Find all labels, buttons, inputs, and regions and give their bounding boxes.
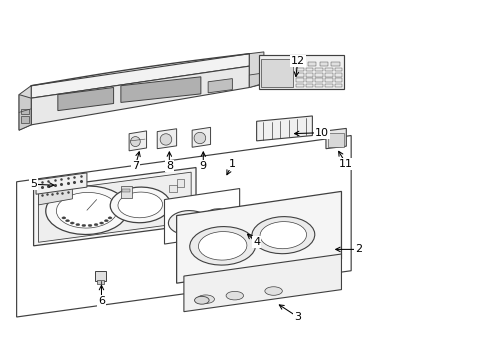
Polygon shape	[256, 116, 312, 141]
Ellipse shape	[94, 224, 98, 226]
Polygon shape	[39, 185, 72, 205]
Ellipse shape	[260, 222, 306, 249]
Bar	[315, 68, 323, 72]
Polygon shape	[164, 189, 239, 244]
Ellipse shape	[62, 217, 66, 219]
Polygon shape	[17, 135, 350, 317]
Text: 11: 11	[339, 159, 353, 169]
Polygon shape	[129, 131, 146, 151]
Bar	[334, 78, 342, 82]
Bar	[305, 68, 313, 72]
Ellipse shape	[251, 217, 314, 254]
Bar	[325, 68, 332, 72]
Bar	[121, 186, 131, 198]
Polygon shape	[176, 192, 341, 283]
Bar	[325, 78, 332, 82]
Polygon shape	[157, 129, 176, 149]
Bar	[315, 78, 323, 82]
Polygon shape	[58, 87, 113, 111]
Ellipse shape	[88, 224, 92, 226]
Ellipse shape	[56, 193, 117, 228]
Polygon shape	[31, 54, 249, 98]
Polygon shape	[19, 95, 31, 130]
Bar	[319, 62, 328, 66]
Ellipse shape	[203, 209, 232, 226]
Bar	[315, 73, 323, 77]
Text: 8: 8	[165, 161, 173, 171]
Bar	[315, 84, 323, 87]
Text: 3: 3	[294, 312, 301, 322]
Polygon shape	[39, 172, 191, 242]
Ellipse shape	[81, 224, 85, 226]
Polygon shape	[121, 77, 201, 103]
Text: 2: 2	[354, 244, 361, 255]
Bar	[295, 62, 304, 66]
Polygon shape	[36, 173, 87, 194]
Polygon shape	[31, 66, 249, 125]
Bar	[97, 280, 103, 284]
Bar	[334, 68, 342, 72]
Ellipse shape	[46, 186, 128, 234]
Polygon shape	[249, 73, 261, 87]
Bar	[305, 84, 313, 87]
Polygon shape	[325, 129, 346, 149]
Text: 5: 5	[30, 179, 37, 189]
Bar	[295, 78, 303, 82]
Ellipse shape	[118, 192, 162, 218]
Ellipse shape	[264, 287, 282, 295]
Polygon shape	[208, 78, 232, 93]
Bar	[330, 62, 339, 66]
Bar	[334, 73, 342, 77]
Text: 1: 1	[228, 159, 235, 169]
Bar	[295, 84, 303, 87]
Ellipse shape	[65, 220, 69, 222]
Bar	[325, 73, 332, 77]
Text: 9: 9	[199, 161, 206, 171]
Text: 6: 6	[98, 296, 105, 306]
Text: 10: 10	[314, 128, 328, 138]
Bar	[325, 84, 332, 87]
Bar	[334, 84, 342, 87]
Ellipse shape	[100, 222, 103, 224]
Bar	[305, 73, 313, 77]
Ellipse shape	[189, 226, 255, 265]
Bar	[295, 73, 303, 77]
Ellipse shape	[130, 136, 140, 147]
Polygon shape	[34, 167, 196, 246]
Bar	[20, 116, 29, 123]
Bar	[176, 179, 184, 187]
Bar	[95, 271, 105, 282]
Ellipse shape	[70, 222, 74, 224]
Bar	[295, 68, 303, 72]
Ellipse shape	[104, 220, 108, 222]
Ellipse shape	[160, 134, 171, 145]
Bar	[327, 133, 343, 147]
Ellipse shape	[225, 291, 243, 300]
Bar	[20, 109, 29, 114]
Ellipse shape	[197, 295, 214, 303]
Text: 4: 4	[253, 237, 260, 247]
Bar	[122, 189, 129, 193]
Bar	[169, 185, 177, 193]
Polygon shape	[183, 254, 341, 312]
Bar	[307, 62, 316, 66]
Ellipse shape	[198, 231, 246, 260]
Text: 7: 7	[132, 161, 139, 171]
Bar	[259, 55, 343, 89]
Polygon shape	[192, 127, 210, 147]
Ellipse shape	[194, 132, 205, 144]
Polygon shape	[249, 52, 264, 87]
Bar	[261, 59, 292, 87]
Bar	[305, 78, 313, 82]
Polygon shape	[19, 86, 31, 130]
Ellipse shape	[76, 224, 80, 226]
Ellipse shape	[194, 296, 209, 304]
Text: 12: 12	[290, 56, 305, 66]
Ellipse shape	[168, 211, 209, 235]
Ellipse shape	[110, 187, 170, 223]
Ellipse shape	[108, 217, 112, 219]
